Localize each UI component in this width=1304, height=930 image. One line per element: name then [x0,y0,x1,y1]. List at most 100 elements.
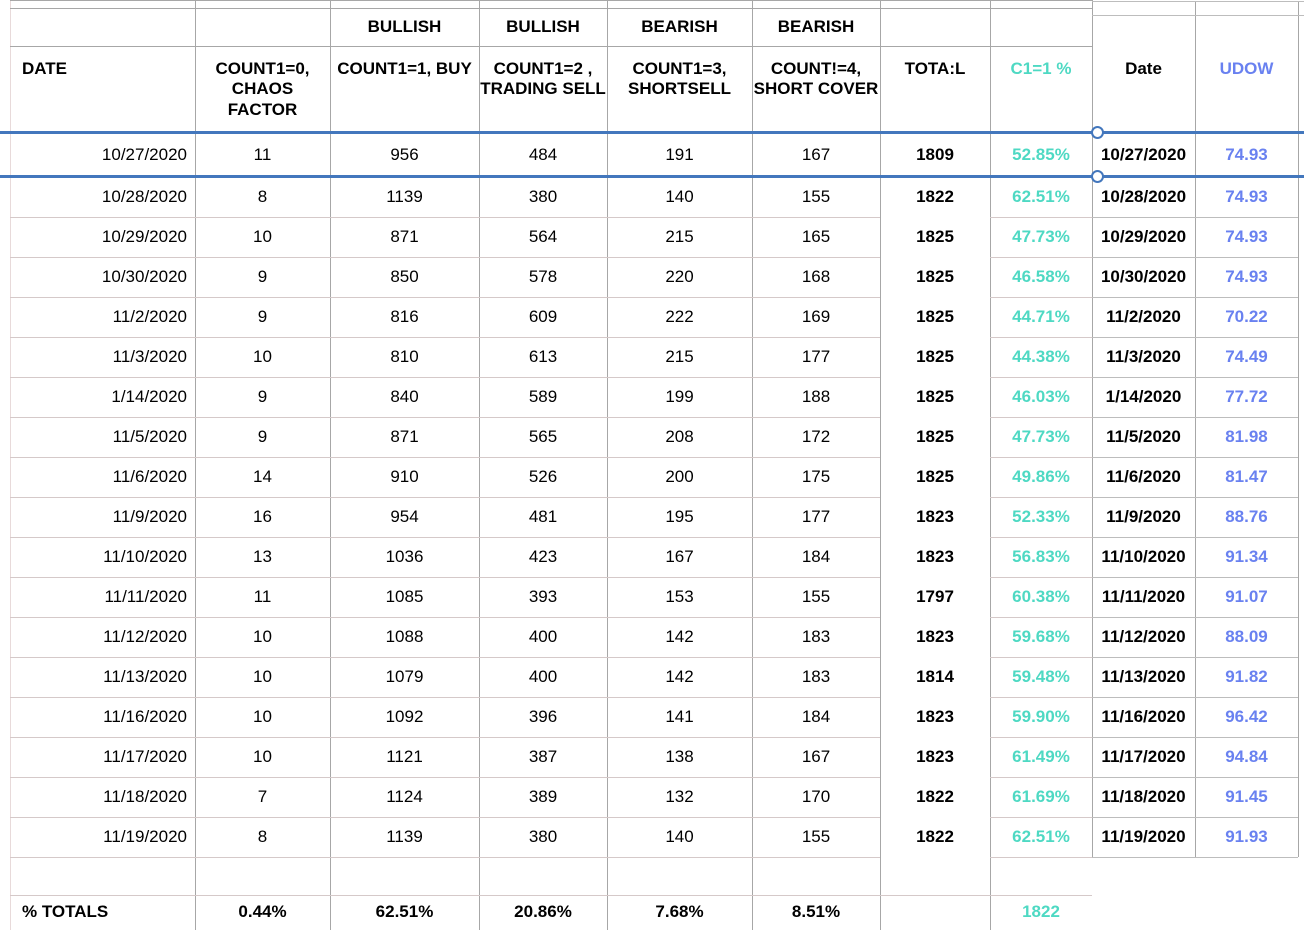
cell-udow[interactable]: 77.72 [1225,386,1268,406]
cell-count0[interactable]: 9 [257,306,268,326]
column-header-total[interactable]: TOTA:L [904,59,966,78]
cell-count1[interactable]: 810 [390,346,419,366]
cell-count0[interactable]: 8 [257,186,268,206]
cell-count1[interactable]: 1085 [385,586,424,606]
cell-count4[interactable]: 165 [801,226,831,246]
totals-cell-count4[interactable]: 8.51% [791,902,841,922]
cell-date[interactable]: 11/11/2020 [104,586,187,606]
cell-count1[interactable]: 1121 [386,746,423,766]
cell-date2[interactable]: 11/10/2020 [1101,546,1186,566]
cell-date[interactable]: 11/12/2020 [103,626,187,646]
cell-count4[interactable]: 183 [801,626,831,646]
cell-date[interactable]: 10/30/2020 [101,266,187,286]
cell-date2[interactable]: 11/18/2020 [1101,786,1186,806]
cell-c1pct[interactable]: 52.33% [1012,506,1070,526]
column-header-count0[interactable]: COUNT1=0, CHAOS FACTOR [215,59,310,119]
group-header-bullish-1[interactable]: BULLISH [506,16,580,36]
cell-count2[interactable]: 396 [528,706,558,726]
totals-row-label[interactable]: % TOTALS [22,902,109,922]
cell-count4[interactable]: 155 [801,186,831,206]
row-selection-handle-top[interactable] [1091,126,1104,139]
cell-count1[interactable]: 1139 [386,826,423,846]
cell-count3[interactable]: 153 [665,586,694,606]
cell-count4[interactable]: 184 [801,706,831,726]
cell-date[interactable]: 10/29/2020 [101,226,187,246]
cell-total[interactable]: 1823 [916,706,954,726]
totals-cell-udow[interactable] [1195,895,1298,930]
group-header-bearish-3[interactable]: BEARISH [777,16,855,36]
cell-count2[interactable]: 389 [528,786,558,806]
column-header-udow[interactable]: UDOW [1219,59,1274,78]
cell-count3[interactable]: 215 [665,346,694,366]
cell-count1[interactable]: 954 [390,506,419,526]
cell-count1[interactable]: 871 [390,226,419,246]
cell-total[interactable]: 1822 [916,186,954,206]
totals-cell-total[interactable] [880,895,990,930]
cell-total[interactable]: 1825 [916,266,954,286]
cell-date[interactable]: 11/17/2020 [103,746,187,766]
cell-count3[interactable]: 200 [665,466,694,486]
cell-count3[interactable]: 142 [665,666,694,686]
cell-date2[interactable]: 10/30/2020 [1100,266,1187,286]
cell-date2[interactable]: 11/16/2020 [1101,706,1186,726]
cell-count1[interactable]: 910 [390,466,419,486]
cell-count3[interactable]: 195 [665,506,694,526]
cell-date2[interactable]: 11/5/2020 [1106,426,1181,446]
cell-udow[interactable]: 88.76 [1225,506,1268,526]
cell-date[interactable]: 1/14/2020 [111,386,187,406]
cell-count2[interactable]: 380 [528,186,558,206]
cell-count3[interactable]: 208 [665,426,694,446]
cell-date2[interactable]: 11/2/2020 [1106,306,1181,326]
cell-date[interactable]: 11/9/2020 [112,506,187,526]
column-header-count2[interactable]: COUNT1=2 , TRADING SELL [480,59,606,99]
cell-udow[interactable]: 74.49 [1225,346,1268,366]
cell-udow[interactable]: 96.42 [1225,706,1268,726]
cell-count2[interactable]: 481 [528,506,558,526]
cell-total[interactable]: 1825 [916,426,954,446]
cell-c1pct[interactable]: 59.68% [1012,626,1070,646]
cell-count4[interactable]: 177 [801,346,831,366]
cell-date2[interactable]: 11/11/2020 [1101,586,1186,606]
cell-count0[interactable]: 8 [257,826,268,846]
cell-count3[interactable]: 199 [665,386,694,406]
cell-count4[interactable]: 169 [801,306,831,326]
cell-count0[interactable]: 14 [253,466,272,486]
cell-count4[interactable]: 167 [801,746,831,766]
cell-count1[interactable]: 1092 [385,706,424,726]
cell-count3[interactable]: 140 [665,826,694,846]
cell-c1pct[interactable]: 46.03% [1012,386,1070,406]
cell-date[interactable]: 11/10/2020 [103,546,187,566]
cell-count2[interactable]: 380 [528,826,558,846]
cell-count3[interactable]: 191 [665,144,694,164]
cell-count2[interactable]: 400 [528,666,558,686]
cell-count3[interactable]: 220 [665,266,694,286]
cell-count0[interactable]: 11 [253,586,272,606]
cell-udow[interactable]: 94.84 [1225,746,1268,766]
cell-total[interactable]: 1797 [916,586,954,606]
cell-total[interactable]: 1825 [916,386,954,406]
totals-cell-date2[interactable] [1092,895,1195,930]
totals-cell-count2[interactable]: 20.86% [514,902,572,922]
cell-count2[interactable]: 613 [528,346,558,366]
cell-c1pct[interactable]: 62.51% [1012,186,1070,206]
cell-udow[interactable]: 81.98 [1225,426,1268,446]
cell-c1pct[interactable]: 59.48% [1012,666,1070,686]
cell-count3[interactable]: 215 [665,226,694,246]
cell-count4[interactable]: 175 [801,466,831,486]
cell-count0[interactable]: 10 [253,706,272,726]
cell-udow[interactable]: 91.07 [1225,586,1268,606]
cell-total[interactable]: 1825 [916,306,954,326]
cell-c1pct[interactable]: 47.73% [1012,426,1070,446]
cell-count0[interactable]: 16 [253,506,272,526]
cell-count4[interactable]: 155 [801,586,831,606]
cell-date2[interactable]: 11/17/2020 [1101,746,1186,766]
cell-date2[interactable]: 10/28/2020 [1100,186,1187,206]
cell-udow[interactable]: 91.93 [1225,826,1268,846]
column-header-count4[interactable]: COUNT!=4, SHORT COVER [753,59,879,99]
cell-c1pct[interactable]: 59.90% [1012,706,1070,726]
cell-udow[interactable]: 88.09 [1225,626,1268,646]
cell-date[interactable]: 11/5/2020 [112,426,187,446]
cell-total[interactable]: 1814 [916,666,954,686]
cell-date2[interactable]: 10/29/2020 [1100,226,1187,246]
cell-count1[interactable]: 1079 [385,666,424,686]
